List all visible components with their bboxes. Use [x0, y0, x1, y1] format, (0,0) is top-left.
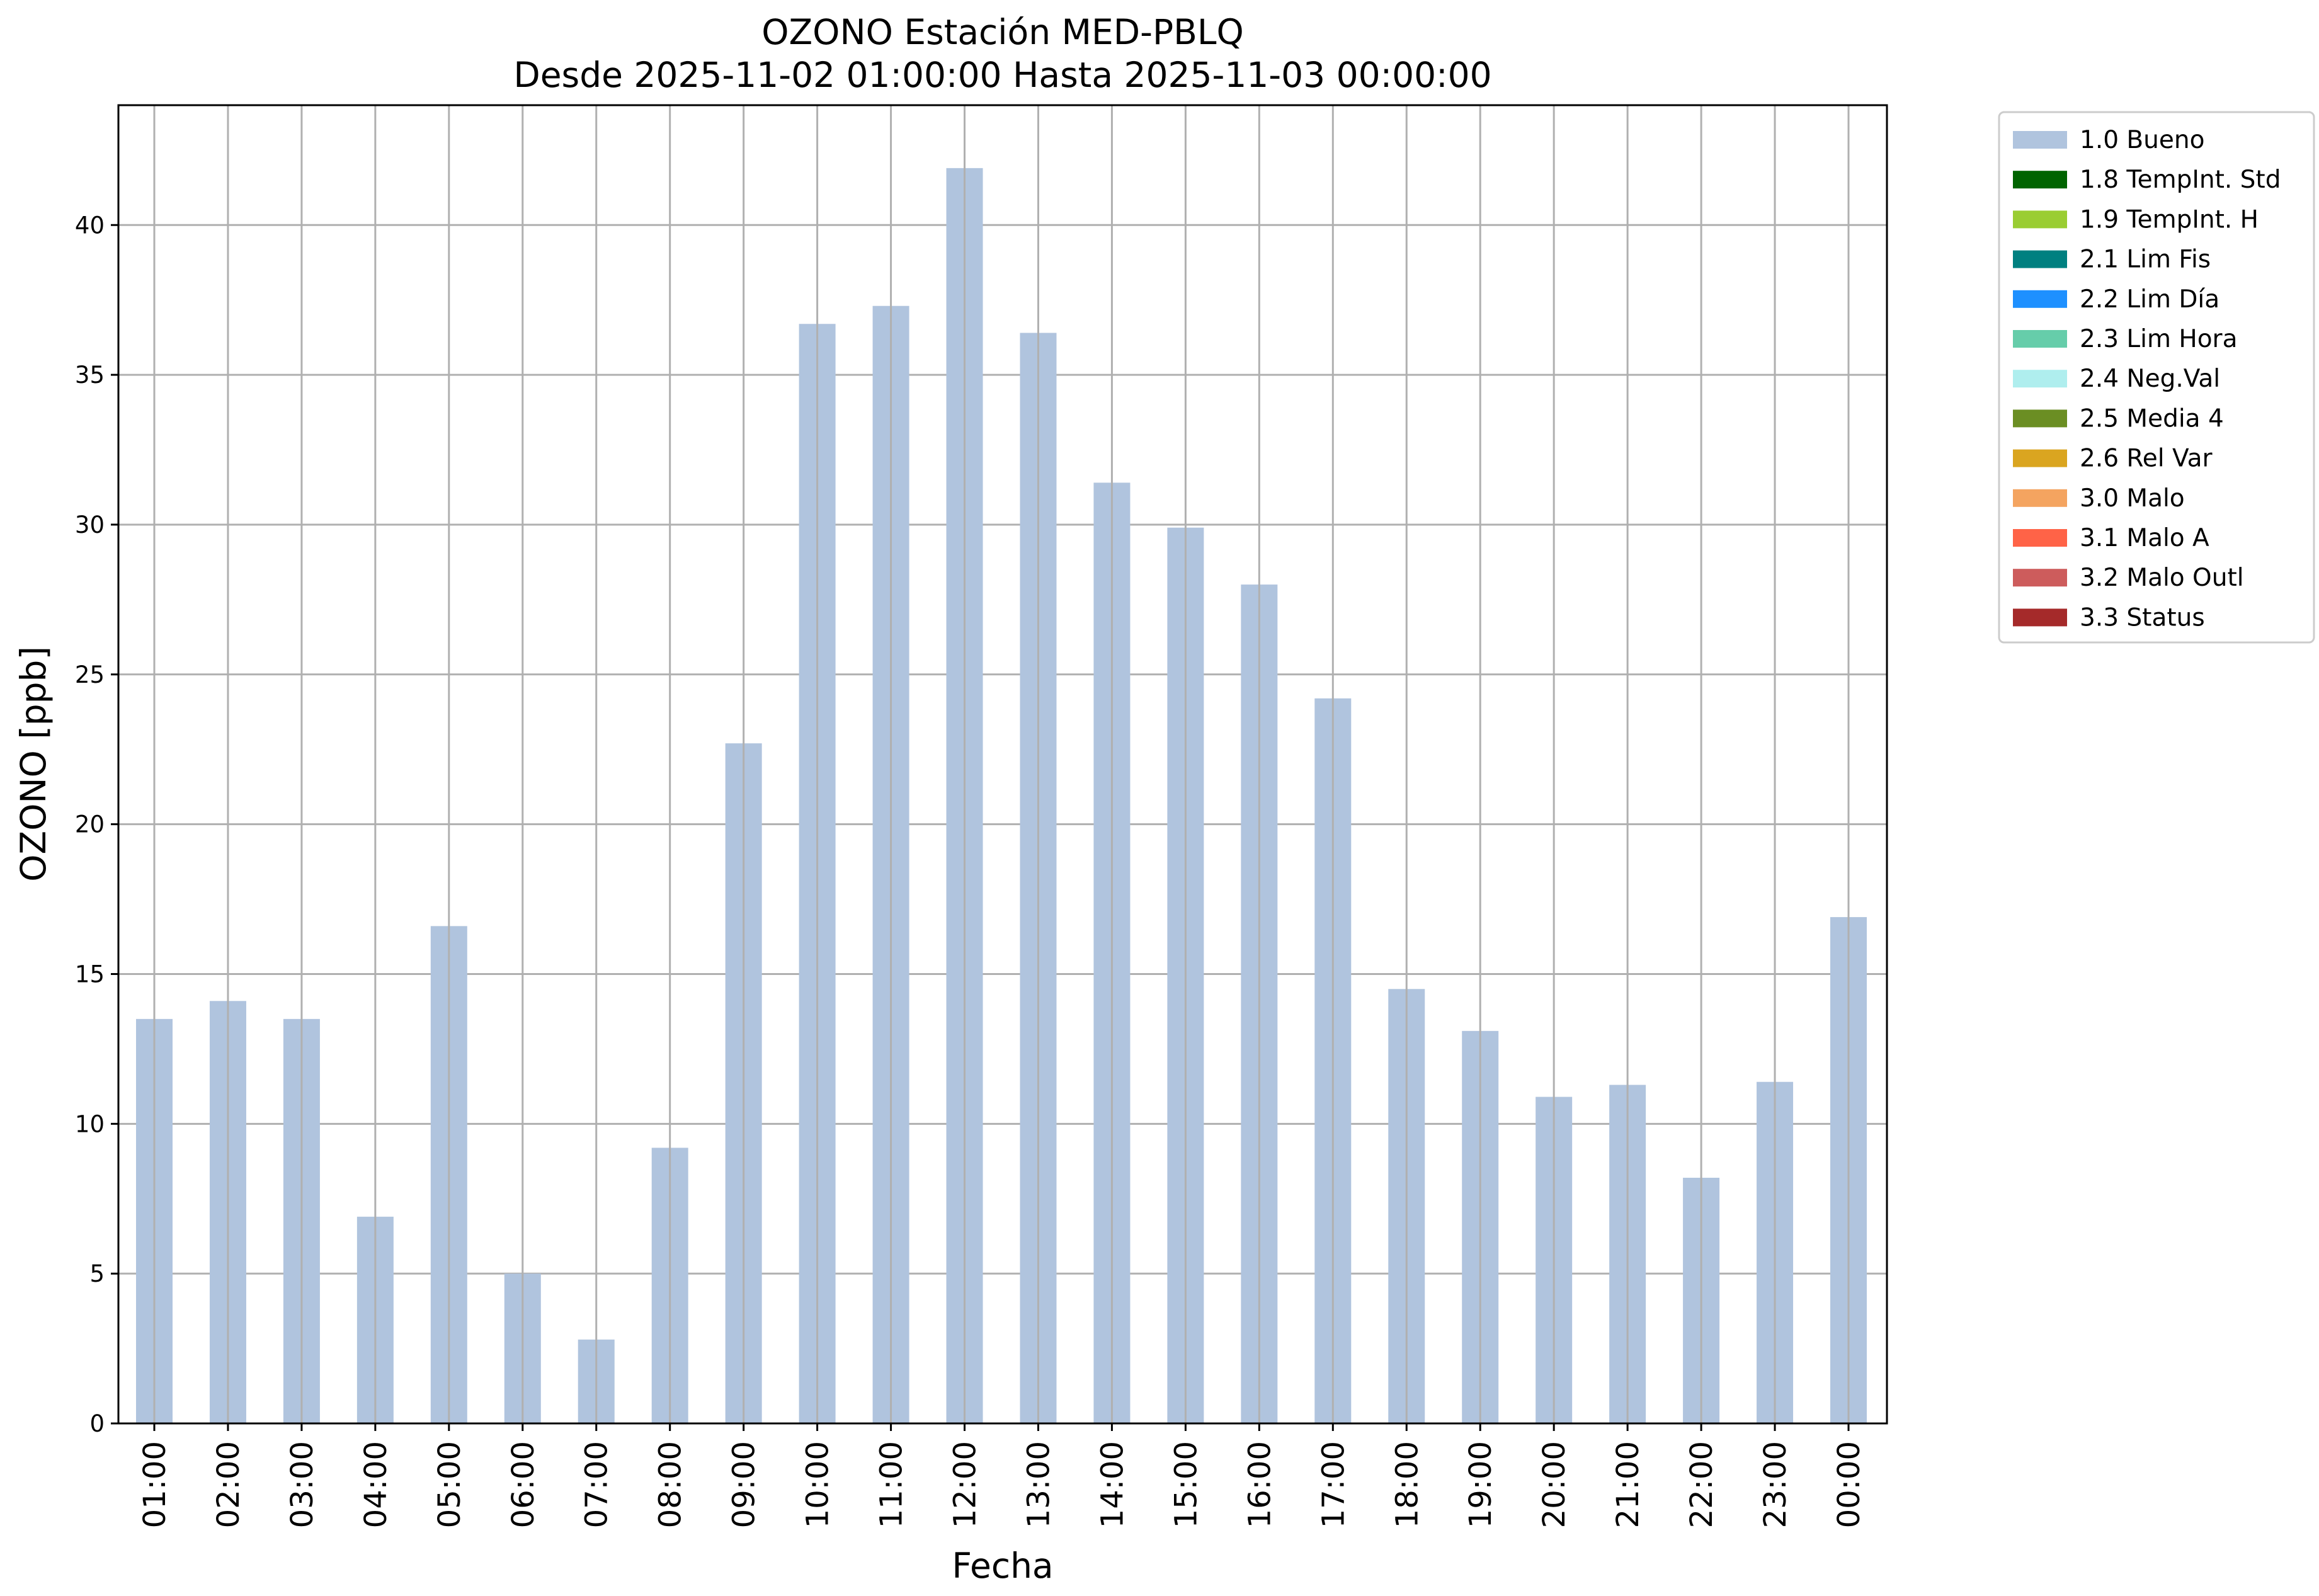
- x-tick-label: 01:00: [137, 1441, 173, 1528]
- y-tick-label: 10: [75, 1110, 105, 1137]
- x-tick-label: 00:00: [1832, 1441, 1867, 1528]
- plot-frame: [117, 104, 1888, 1425]
- legend-swatch: [2013, 449, 2067, 467]
- y-axis-label: OZONO [ppb]: [13, 646, 54, 882]
- x-tick-label: 21:00: [1610, 1441, 1646, 1528]
- legend-label: 2.4 Neg.Val: [2080, 365, 2220, 393]
- legend-label: 2.1 Lim Fis: [2080, 246, 2211, 274]
- legend-label: 1.8 TempInt. Std: [2080, 166, 2281, 194]
- y-tick-label: 15: [75, 960, 105, 988]
- y-tick-label: 30: [75, 511, 105, 539]
- x-axis-label: Fecha: [952, 1546, 1053, 1586]
- legend-swatch: [2013, 250, 2067, 268]
- x-tick-label: 22:00: [1684, 1441, 1719, 1528]
- x-axis: 01:00 02:00 03:00 04:00 05:00 06:00 07:00 08:00…: [137, 1423, 1867, 1528]
- x-tick-label: 13:00: [1021, 1441, 1056, 1528]
- x-tick-label: 17:00: [1316, 1441, 1351, 1528]
- legend-box: [1998, 111, 2315, 644]
- legend-label: 3.2 Malo Outl: [2080, 564, 2244, 592]
- x-tick-label: 02:00: [211, 1441, 246, 1528]
- legend-swatch: [2013, 370, 2067, 388]
- y-tick-label: 5: [89, 1260, 105, 1287]
- chart-title: OZONO Estación MED-PBLQ: [761, 12, 1244, 52]
- x-tick-label: 03:00: [285, 1441, 320, 1528]
- legend-swatch: [2013, 131, 2067, 149]
- legend-swatch: [2013, 489, 2067, 507]
- legend-swatch: [2013, 409, 2067, 428]
- y-tick-label: 35: [75, 362, 105, 389]
- y-tick-label: 25: [75, 661, 105, 688]
- y-tick-label: 0: [89, 1410, 105, 1437]
- legend-label: 1.0 Bueno: [2080, 126, 2204, 154]
- legend-swatch: [2013, 569, 2067, 587]
- y-axis: 0 5 10 15 20 25 30 35 40: [75, 212, 118, 1437]
- x-tick-label: 05:00: [432, 1441, 467, 1528]
- legend-swatch: [2013, 171, 2067, 189]
- x-tick-label: 20:00: [1537, 1441, 1572, 1528]
- x-tick-label: 10:00: [801, 1441, 836, 1528]
- legend-swatch: [2013, 608, 2067, 627]
- x-tick-label: 14:00: [1095, 1441, 1130, 1528]
- chart-subtitle: Desde 2025-11-02 01:00:00 Hasta 2025-11-…: [513, 55, 1491, 95]
- legend-label: 2.2 Lim Día: [2080, 285, 2219, 314]
- x-tick-label: 06:00: [506, 1441, 541, 1528]
- legend-swatch: [2013, 330, 2067, 348]
- legend-label: 2.5 Media 4: [2080, 404, 2224, 433]
- legend-label: 3.0 Malo: [2080, 484, 2185, 513]
- x-tick-label: 07:00: [579, 1441, 615, 1528]
- x-tick-label: 23:00: [1758, 1441, 1793, 1528]
- legend: 1.0 Bueno 1.8 TempInt. Std 1.9 TempInt. H 2…: [1998, 111, 2315, 644]
- legend-label: 3.3 Status: [2080, 603, 2205, 632]
- legend-label: 1.9 TempInt. H: [2080, 205, 2259, 234]
- x-tick-label: 11:00: [874, 1441, 909, 1528]
- legend-label: 2.6 Rel Var: [2080, 445, 2213, 473]
- legend-swatch: [2013, 210, 2067, 229]
- bars: [136, 168, 1867, 1424]
- x-tick-label: 09:00: [727, 1441, 762, 1528]
- x-tick-label: 18:00: [1389, 1441, 1425, 1528]
- x-grid: [153, 105, 1850, 1423]
- legend-label: 2.3 Lim Hora: [2080, 325, 2238, 353]
- y-tick-label: 40: [75, 212, 105, 239]
- x-tick-label: 19:00: [1463, 1441, 1498, 1528]
- x-tick-label: 16:00: [1242, 1441, 1277, 1528]
- legend-swatch: [2013, 529, 2067, 547]
- x-tick-label: 08:00: [653, 1441, 688, 1528]
- y-tick-label: 20: [75, 811, 105, 838]
- grid: [118, 224, 1887, 1425]
- x-tick-label: 04:00: [358, 1441, 394, 1528]
- legend-label: 3.1 Malo A: [2080, 524, 2209, 552]
- legend-swatch: [2013, 290, 2067, 308]
- x-tick-label: 12:00: [948, 1441, 983, 1528]
- x-tick-label: 15:00: [1168, 1441, 1204, 1528]
